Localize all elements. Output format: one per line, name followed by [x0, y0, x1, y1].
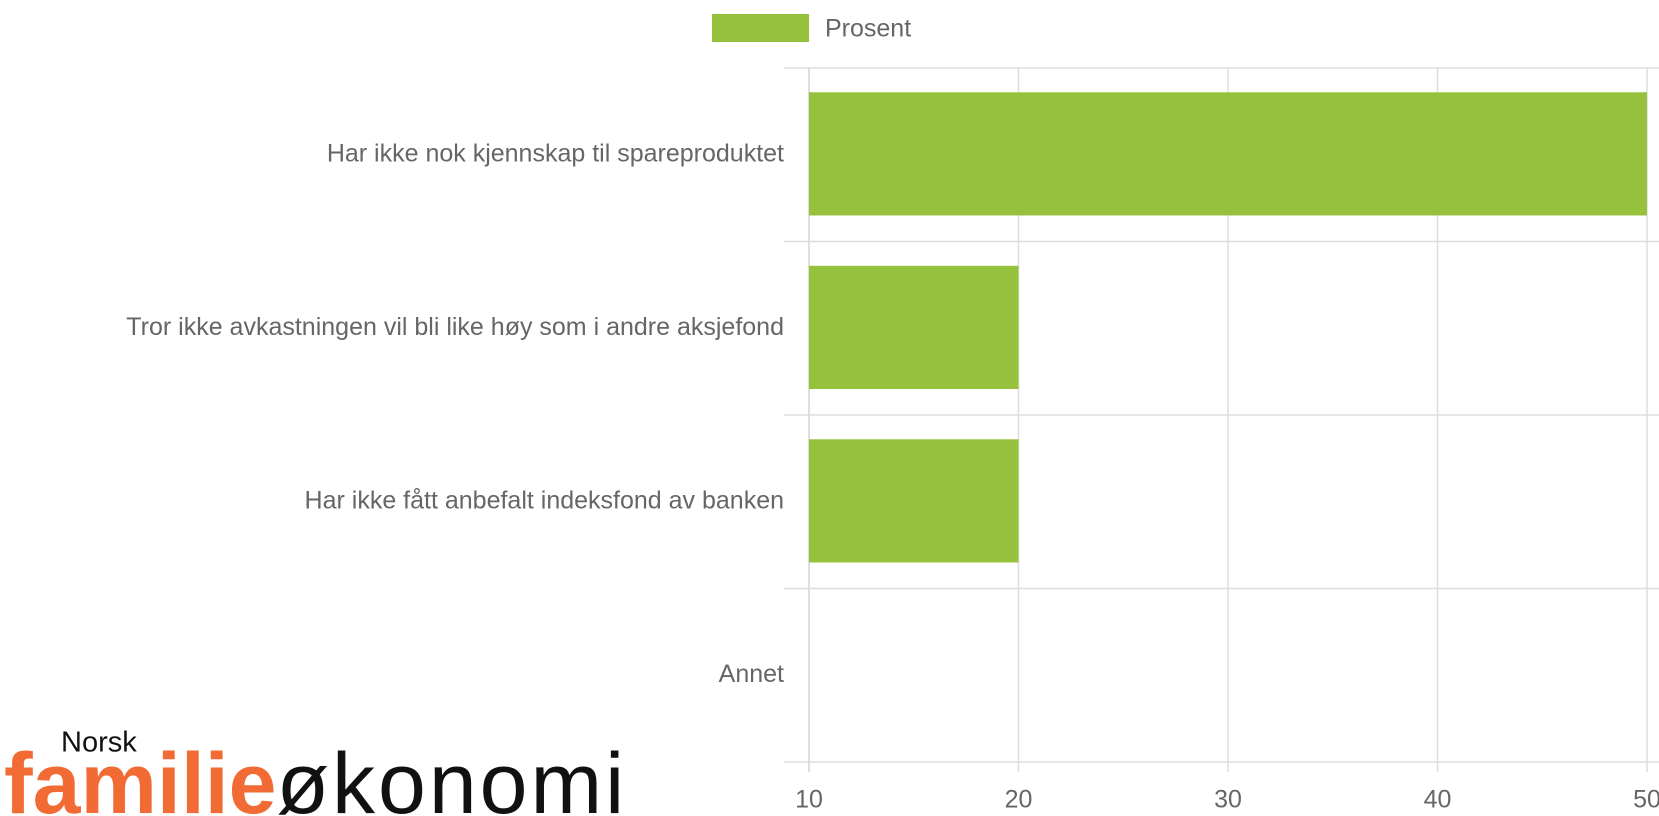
x-tick-label: 40 [1424, 786, 1452, 814]
logo-bold: familie [4, 736, 276, 816]
y-tick-label: Har ikke fått anbefalt indeksfond av ban… [305, 486, 784, 514]
x-tick-label: 20 [1005, 786, 1033, 814]
y-tick-label: Har ikke nok kjennskap til spareprodukte… [327, 139, 784, 167]
x-tick-label: 50 [1633, 786, 1659, 814]
logo-small: Norsk [61, 727, 137, 759]
legend-label: Prosent [825, 15, 911, 43]
x-tick-label: 30 [1214, 786, 1242, 814]
bar [809, 92, 1647, 216]
logo-light: økonomi [276, 736, 627, 816]
logo: familieøkonomi [4, 736, 627, 816]
bar [809, 265, 1019, 389]
y-tick-label: Annet [719, 660, 784, 688]
y-tick-label: Tror ikke avkastningen vil bli like høy … [126, 313, 784, 341]
x-tick-label: 10 [795, 786, 823, 814]
legend-swatch [712, 14, 809, 42]
bar [809, 439, 1019, 563]
